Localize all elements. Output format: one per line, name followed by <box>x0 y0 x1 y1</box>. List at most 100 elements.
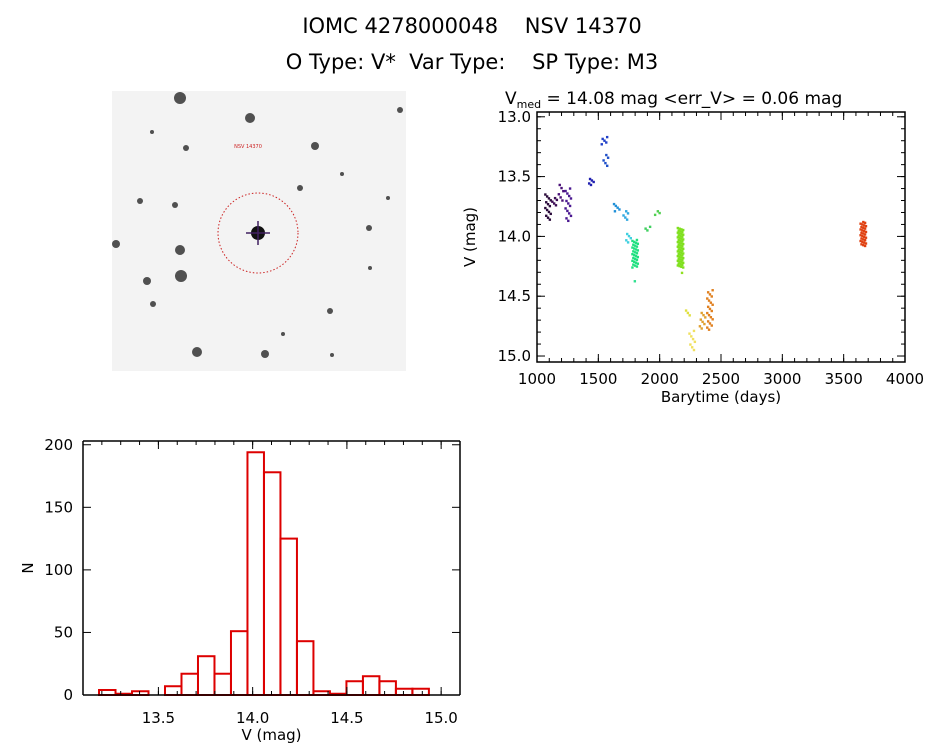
data-point <box>862 220 865 224</box>
histogram-bar <box>229 630 249 697</box>
data-point <box>549 212 552 216</box>
data-point <box>708 322 712 325</box>
x-tick-label: 14.0 <box>236 709 269 727</box>
data-point <box>676 250 680 253</box>
data-point <box>676 236 680 239</box>
data-point <box>616 206 619 209</box>
data-point <box>680 232 683 236</box>
data-point <box>681 249 684 252</box>
data-point <box>567 202 570 205</box>
data-point <box>679 230 682 233</box>
data-point <box>686 311 690 315</box>
star <box>311 142 319 150</box>
data-point <box>698 325 702 328</box>
data-point <box>682 256 685 260</box>
data-point <box>711 318 714 321</box>
data-point <box>681 263 684 267</box>
x-tick-label: 3000 <box>763 370 801 388</box>
star <box>143 277 151 285</box>
star <box>192 347 202 357</box>
data-point <box>677 238 680 242</box>
data-point <box>634 261 638 264</box>
data-point <box>676 264 680 267</box>
data-point <box>560 186 563 190</box>
plot-frame <box>536 111 906 363</box>
data-point <box>690 346 694 349</box>
data-point <box>568 204 572 208</box>
data-point <box>601 137 604 141</box>
star <box>245 113 255 123</box>
star <box>175 245 185 255</box>
chart-title: Vmed = 14.08 mag <err_V> = 0.06 mag <box>505 89 842 111</box>
data-point <box>862 232 865 235</box>
data-point <box>862 229 866 233</box>
data-point <box>700 327 703 330</box>
data-point <box>676 240 680 244</box>
data-point <box>681 235 684 238</box>
data-point <box>678 255 681 258</box>
data-point <box>706 326 709 329</box>
star <box>175 270 187 282</box>
data-point <box>708 293 712 296</box>
data-point <box>561 199 564 202</box>
star <box>297 185 303 191</box>
data-point <box>633 244 637 247</box>
data-point <box>676 245 680 248</box>
data-point <box>682 261 685 265</box>
data-point <box>677 234 680 237</box>
data-point <box>546 216 550 219</box>
star <box>172 202 178 208</box>
data-point <box>692 329 696 333</box>
histogram-bar <box>196 655 216 696</box>
data-point <box>678 250 681 254</box>
data-point <box>679 262 682 266</box>
data-point <box>707 299 711 302</box>
data-point <box>546 202 550 206</box>
data-point <box>860 237 863 240</box>
data-point <box>631 259 634 263</box>
data-point <box>633 257 637 261</box>
data-point <box>646 229 649 232</box>
data-point <box>566 192 569 195</box>
data-point <box>677 257 680 261</box>
data-point <box>859 228 862 231</box>
data-point <box>860 243 863 246</box>
data-point <box>605 153 608 157</box>
data-point <box>612 202 616 206</box>
star <box>366 225 372 231</box>
star <box>397 107 403 113</box>
data-point <box>551 200 554 203</box>
data-point <box>603 139 606 142</box>
data-point <box>635 258 639 262</box>
star <box>340 172 344 176</box>
x-tick-label: 2000 <box>641 370 679 388</box>
data-point <box>680 251 683 254</box>
data-point <box>565 217 568 220</box>
data-point <box>653 213 657 217</box>
data-point <box>711 289 714 292</box>
data-point <box>680 237 683 240</box>
star <box>386 196 390 200</box>
data-point <box>689 343 692 346</box>
data-point <box>632 256 635 260</box>
data-point <box>677 252 680 256</box>
data-point <box>656 210 660 213</box>
data-point <box>862 235 866 239</box>
y-tick-label: 50 <box>54 623 73 641</box>
histogram-bar <box>279 537 298 697</box>
y-tick-label: 0 <box>63 686 73 704</box>
data-point <box>604 161 607 165</box>
y-tick-label: 150 <box>44 498 73 516</box>
data-point <box>861 234 864 238</box>
data-point <box>710 324 713 327</box>
data-point <box>627 234 631 238</box>
data-point <box>631 266 634 269</box>
data-point <box>564 207 567 210</box>
y-tick-label: 15.0 <box>498 347 531 365</box>
data-point <box>544 193 547 196</box>
histogram-bar <box>345 680 364 696</box>
data-point <box>633 253 636 257</box>
data-point <box>678 264 681 268</box>
data-point <box>605 135 609 139</box>
data-point <box>626 212 630 215</box>
